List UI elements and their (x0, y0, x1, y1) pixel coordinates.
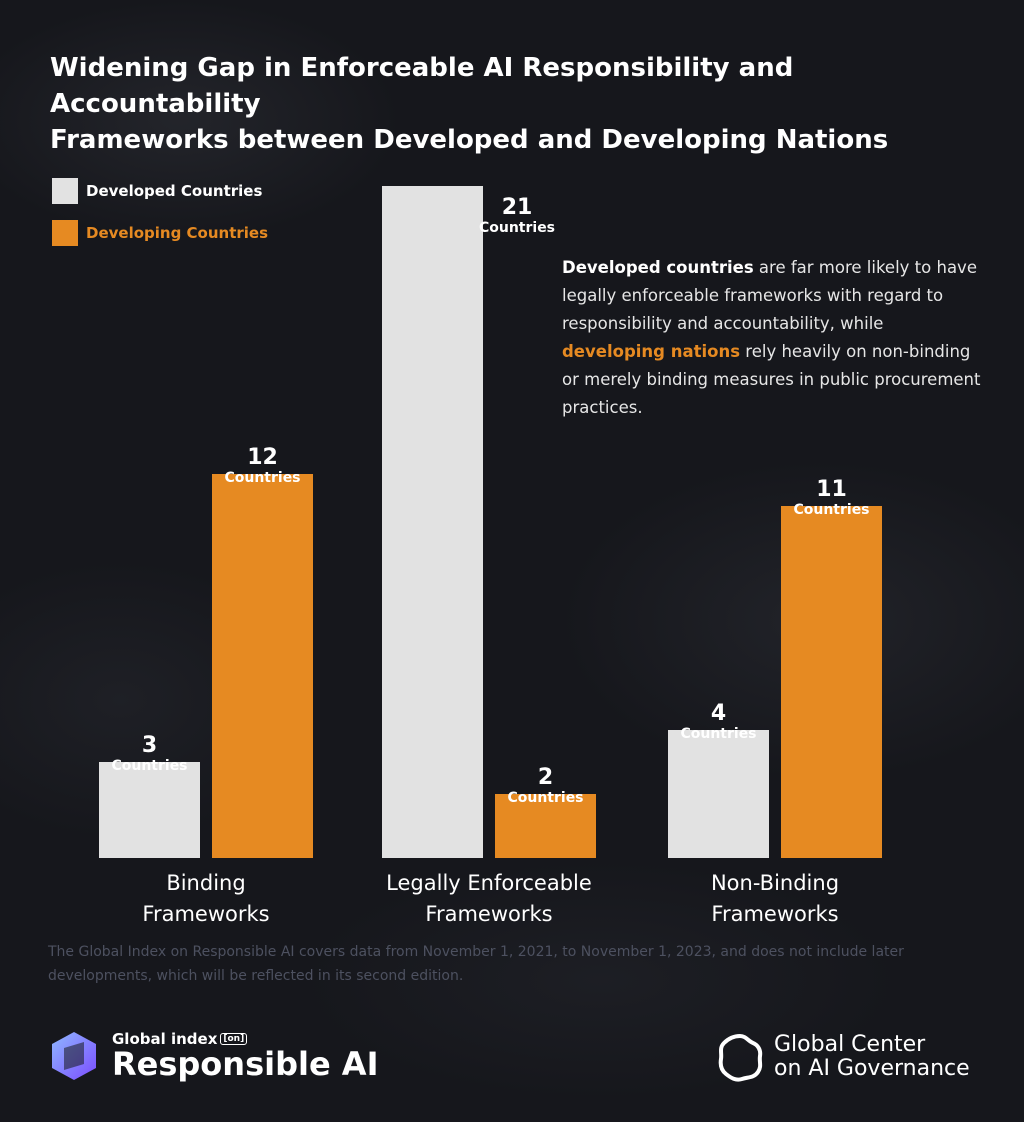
bar-0-1 (382, 186, 483, 858)
category-label-0-0: Binding (166, 871, 245, 895)
data-label-1-2: 11 (816, 477, 847, 502)
category-label-1-1: Frameworks (425, 902, 552, 926)
category-label-1-0: Legally Enforceable (386, 871, 592, 895)
logo-global-center: Global Center on AI Governance (716, 1032, 970, 1082)
title-line-2: Frameworks between Developed and Develop… (50, 125, 889, 155)
logo-left-main: Responsible AI (112, 1045, 379, 1084)
data-label-0-0: 3 (142, 733, 157, 758)
logo-left-sub: Global index [on] (112, 1031, 378, 1048)
data-label-0-2: 4 (711, 701, 726, 726)
responsible-ai-logo-icon (52, 1032, 96, 1080)
legend-item-developed: Developed Countries (52, 178, 268, 204)
category-label-0-1: Frameworks (142, 902, 269, 926)
callout-text: Developed countries are far more likely … (562, 254, 982, 422)
data-unit-0-1: Countries (479, 220, 555, 236)
callout-text-1: are far more likely to have legally enfo… (562, 258, 977, 333)
legend-item-developing: Developing Countries (52, 220, 268, 246)
footnote: The Global Index on Responsible AI cover… (48, 944, 904, 984)
data-label-1-0: 12 (247, 445, 278, 470)
bar-0-2 (668, 730, 769, 858)
chart-title: Widening Gap in Enforceable AI Responsib… (50, 50, 950, 158)
legend-swatch-developing (52, 220, 78, 246)
bar-0-0 (99, 762, 200, 858)
bar-chart: 3Countries21Countries4Countries12Countri… (99, 186, 882, 926)
callout-highlight-developed: Developed countries (562, 258, 754, 277)
logo-right-line-2: on AI Governance (774, 1056, 970, 1081)
data-unit-1-0: Countries (224, 470, 300, 486)
title-line-1: Widening Gap in Enforceable AI Responsib… (50, 53, 794, 119)
data-unit-0-2: Countries (680, 726, 756, 742)
data-unit-1-1: Countries (507, 790, 583, 806)
data-unit-0-0: Countries (111, 758, 187, 774)
global-center-logo-icon (718, 1033, 763, 1082)
category-label-2-1: Frameworks (711, 902, 838, 926)
legend-label-developing: Developing Countries (86, 224, 269, 242)
category-label-2-0: Non-Binding (711, 871, 839, 895)
legend-swatch-developed (52, 178, 78, 204)
data-label-1-1: 2 (538, 765, 553, 790)
bar-1-0 (212, 474, 313, 858)
legend-label-developed: Developed Countries (86, 182, 263, 200)
legend: Developed Countries Developing Countries (52, 178, 268, 262)
logo-left-sub-text: Global index (112, 1029, 218, 1048)
bar-1-2 (781, 506, 882, 858)
logo-right-line-1: Global Center (774, 1032, 926, 1057)
data-label-0-1: 21 (502, 195, 533, 220)
data-unit-1-2: Countries (793, 502, 869, 518)
logo-left-tag: [on] (220, 1033, 248, 1046)
callout-highlight-developing: developing nations (562, 342, 741, 361)
callout-text-2: rely heavily on non-binding or merely bi… (562, 342, 981, 417)
logo-responsible-ai: Global index [on] Responsible AI (48, 1030, 378, 1082)
bar-1-1 (495, 794, 596, 858)
